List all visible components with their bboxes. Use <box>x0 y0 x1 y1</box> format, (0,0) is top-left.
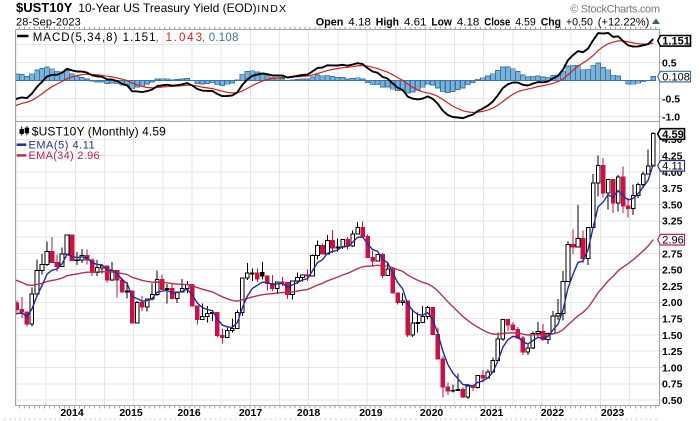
svg-text:Close: Close <box>484 17 510 29</box>
svg-text:1.75: 1.75 <box>662 314 683 326</box>
svg-text:2017: 2017 <box>239 407 263 419</box>
svg-text:1.00: 1.00 <box>662 362 683 374</box>
svg-text:2.25: 2.25 <box>662 281 683 293</box>
svg-text:2019: 2019 <box>359 407 383 419</box>
svg-text:2023: 2023 <box>601 407 625 419</box>
svg-text:0.75: 0.75 <box>662 379 683 391</box>
svg-text:+0.50: +0.50 <box>566 17 593 29</box>
svg-text:4.61: 4.61 <box>404 17 427 29</box>
svg-text:, 0.108: , 0.108 <box>202 32 238 44</box>
svg-text:0.50: 0.50 <box>662 395 683 407</box>
svg-text:High: High <box>376 17 399 29</box>
svg-text:2016: 2016 <box>177 407 201 419</box>
svg-text:2015: 2015 <box>119 407 143 419</box>
svg-text:INDX: INDX <box>257 3 287 15</box>
svg-text:2.50: 2.50 <box>662 265 683 277</box>
svg-text:Low: Low <box>431 17 452 29</box>
svg-text:2014: 2014 <box>60 407 84 419</box>
svg-text:EMA(5) 4.11: EMA(5) 4.11 <box>29 139 95 151</box>
svg-text:4.59: 4.59 <box>662 129 683 141</box>
svg-text:-1.0: -1.0 <box>662 111 680 123</box>
svg-text:2.75: 2.75 <box>662 248 683 260</box>
svg-text:EMA(34) 2.96: EMA(34) 2.96 <box>29 150 100 162</box>
svg-text:1.25: 1.25 <box>662 346 683 358</box>
svg-text:10-Year US Treasury Yield (EOD: 10-Year US Treasury Yield (EOD) <box>78 1 256 15</box>
svg-text:0.108: 0.108 <box>662 72 690 84</box>
svg-text:0.5: 0.5 <box>662 57 677 69</box>
svg-text:3.50: 3.50 <box>662 199 683 211</box>
svg-text:4.59: 4.59 <box>515 17 536 29</box>
svg-text:4.18: 4.18 <box>457 17 480 29</box>
svg-text:2021: 2021 <box>480 407 504 419</box>
svg-text:4.11: 4.11 <box>662 161 683 173</box>
svg-text:$UST10Y: $UST10Y <box>16 0 73 15</box>
svg-text:-0.5: -0.5 <box>662 93 680 105</box>
svg-text:, 1.043: , 1.043 <box>156 32 203 44</box>
svg-text:2018: 2018 <box>297 407 321 419</box>
svg-text:3.25: 3.25 <box>662 216 683 228</box>
svg-text:2.00: 2.00 <box>662 297 683 309</box>
svg-text:3.75: 3.75 <box>662 183 683 195</box>
svg-text:4.25: 4.25 <box>662 151 683 163</box>
svg-text:28-Sep-2023: 28-Sep-2023 <box>16 17 81 29</box>
svg-text:2020: 2020 <box>420 407 444 419</box>
svg-text:4.18: 4.18 <box>348 17 371 29</box>
svg-text:(+12.22%): (+12.22%) <box>598 17 650 29</box>
svg-text:Chg: Chg <box>541 17 561 29</box>
svg-text:$UST10Y (Monthly) 4.59: $UST10Y (Monthly) 4.59 <box>32 125 166 139</box>
svg-text:MACD(5,34,8) 1.151: MACD(5,34,8) 1.151 <box>33 32 156 44</box>
svg-text:1.50: 1.50 <box>662 330 683 342</box>
svg-text:© StockCharts.com: © StockCharts.com <box>570 4 660 16</box>
svg-text:2022: 2022 <box>541 407 565 419</box>
svg-text:2.96: 2.96 <box>662 235 683 247</box>
svg-text:Open: Open <box>316 17 344 29</box>
svg-text:1.151: 1.151 <box>662 36 690 48</box>
